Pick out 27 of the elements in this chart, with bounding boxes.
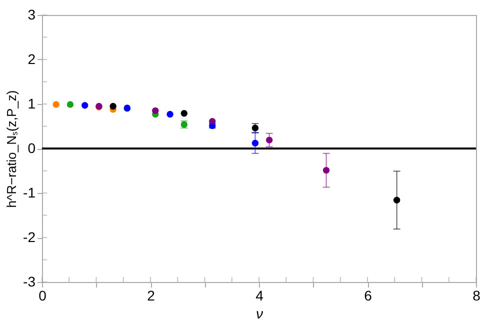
y-tick-label: 2 — [28, 51, 36, 67]
point — [152, 107, 159, 114]
x-tick-label: 6 — [364, 288, 372, 304]
point — [110, 102, 116, 110]
point — [166, 110, 174, 118]
y-tick-label: 0 — [28, 140, 36, 156]
x-tick-label: 8 — [472, 288, 481, 304]
point — [252, 124, 259, 132]
point — [208, 118, 216, 125]
x-tick-label: 2 — [147, 288, 156, 304]
x-axis-title: ν — [256, 306, 263, 322]
x-tick-label: 0 — [38, 288, 47, 304]
point — [252, 140, 259, 147]
x-tick-label: 4 — [256, 288, 264, 304]
point — [180, 110, 188, 117]
y-axis-title: h^R−ratio_Nₛ(z,P_z) — [4, 90, 20, 208]
y-tick-label: -1 — [23, 184, 36, 200]
point — [52, 101, 60, 108]
point — [66, 101, 74, 108]
y-tick-label: 3 — [28, 6, 36, 22]
y-tick-label: -2 — [23, 229, 36, 245]
point — [266, 136, 273, 144]
point — [393, 196, 400, 204]
y-tick-label: -3 — [23, 274, 36, 290]
y-tick-label: 1 — [28, 96, 36, 112]
point — [322, 166, 330, 174]
point — [82, 102, 88, 109]
